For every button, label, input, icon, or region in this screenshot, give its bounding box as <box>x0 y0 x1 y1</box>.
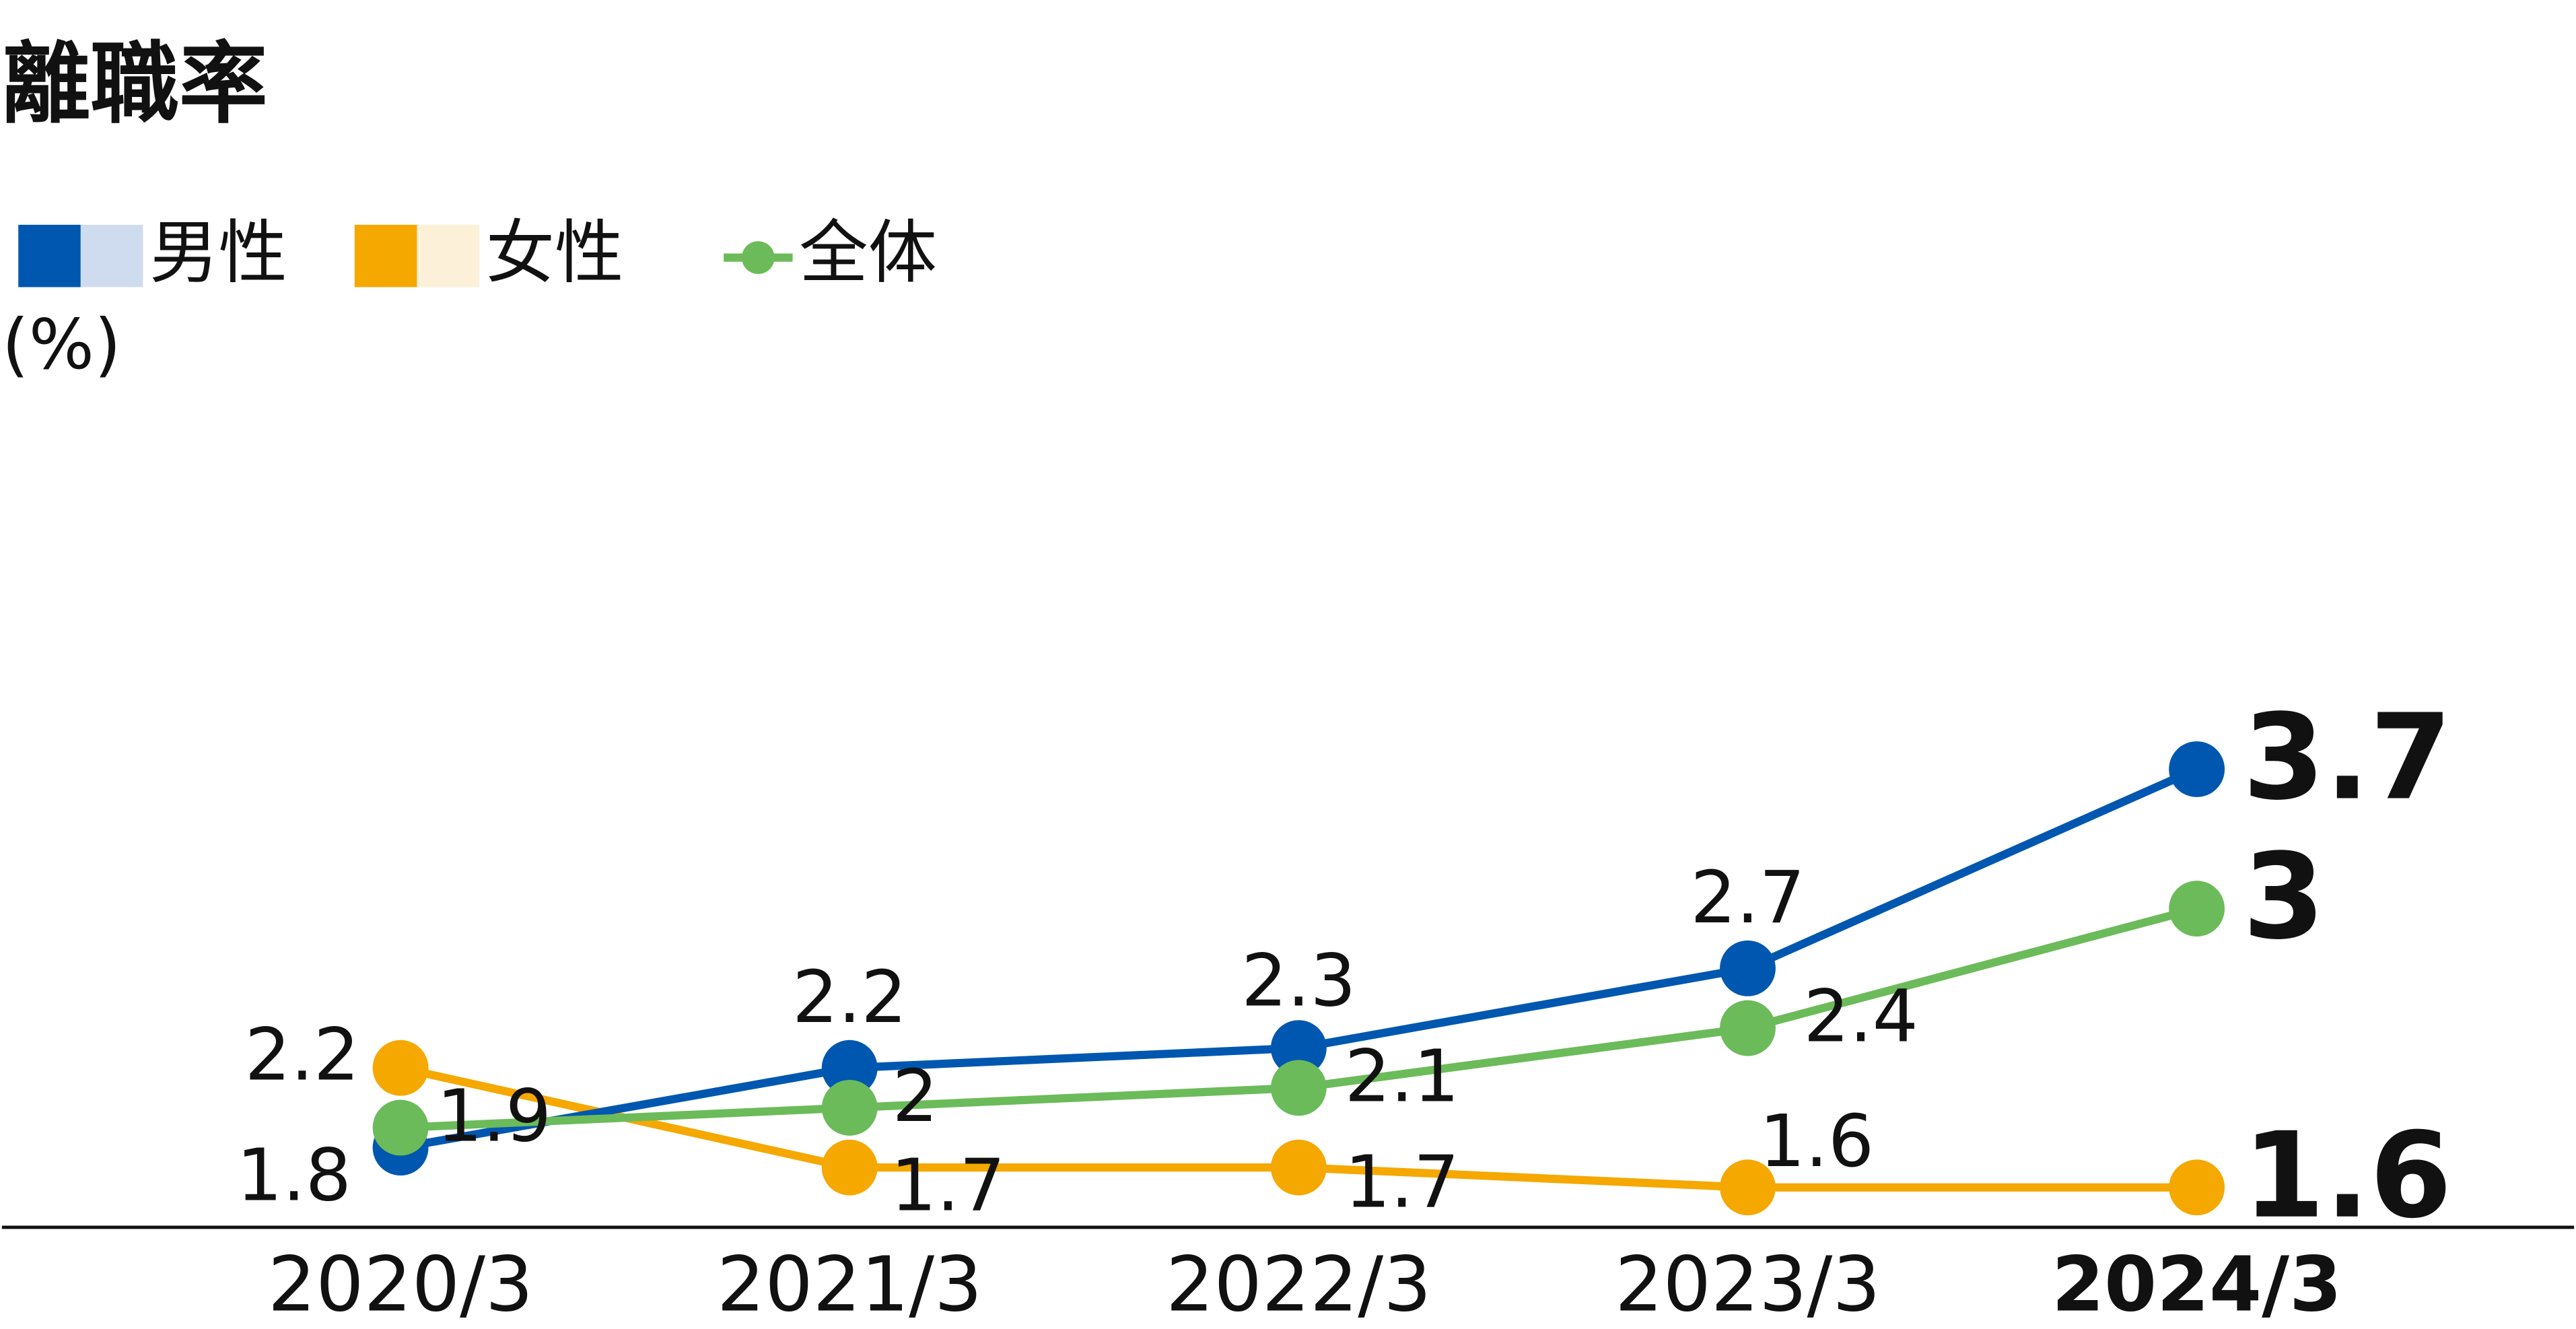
value-label: 3.7 <box>2243 689 2452 826</box>
value-label: 1.7 <box>1345 1140 1460 1225</box>
data-point <box>1720 1159 1776 1216</box>
legend-swatch <box>354 224 417 287</box>
x-tick-label: 2022/3 <box>1166 1241 1431 1328</box>
data-point <box>1720 1000 1776 1056</box>
value-label: 2.7 <box>1690 856 1805 940</box>
value-label: 2 <box>893 1054 938 1138</box>
legend-label: 女性 <box>486 213 624 293</box>
data-point <box>2169 881 2225 937</box>
x-tick-label: 2024/3 <box>2052 1241 2342 1328</box>
chart-title: 離職率 <box>2 33 268 136</box>
legend-label: 全体 <box>799 213 937 293</box>
legend-label: 男性 <box>149 213 287 293</box>
value-label: 1.8 <box>236 1134 351 1218</box>
legend-swatch <box>417 224 480 287</box>
data-point <box>372 1040 429 1096</box>
data-point <box>1270 1060 1327 1116</box>
data-point <box>2169 741 2225 797</box>
value-label: 1.7 <box>891 1144 1006 1228</box>
x-tick-label: 2021/3 <box>717 1241 982 1328</box>
legend-swatch <box>80 224 143 287</box>
value-label: 2.2 <box>792 955 907 1040</box>
value-label: 2.2 <box>245 1013 360 1097</box>
data-point <box>821 1079 878 1136</box>
value-label: 2.3 <box>1241 939 1356 1023</box>
data-point <box>372 1099 429 1156</box>
legend-swatch <box>18 224 81 287</box>
data-point <box>821 1139 878 1196</box>
value-label: 2.4 <box>1803 975 1918 1059</box>
value-label: 1.6 <box>2243 1108 2452 1245</box>
data-point <box>1270 1020 1327 1077</box>
data-point <box>821 1040 878 1096</box>
value-label: 3 <box>2243 829 2325 966</box>
unit-label: (%) <box>2 305 121 385</box>
data-point <box>1270 1139 1327 1196</box>
value-label: 1.9 <box>437 1075 552 1159</box>
x-tick-label: 2020/3 <box>268 1241 533 1328</box>
legend-dot <box>741 241 775 274</box>
data-point <box>1720 940 1776 996</box>
value-label: 1.6 <box>1760 1099 1875 1184</box>
value-label: 2.1 <box>1345 1034 1460 1118</box>
x-tick-label: 2023/3 <box>1615 1241 1880 1328</box>
data-point <box>2169 1159 2225 1216</box>
